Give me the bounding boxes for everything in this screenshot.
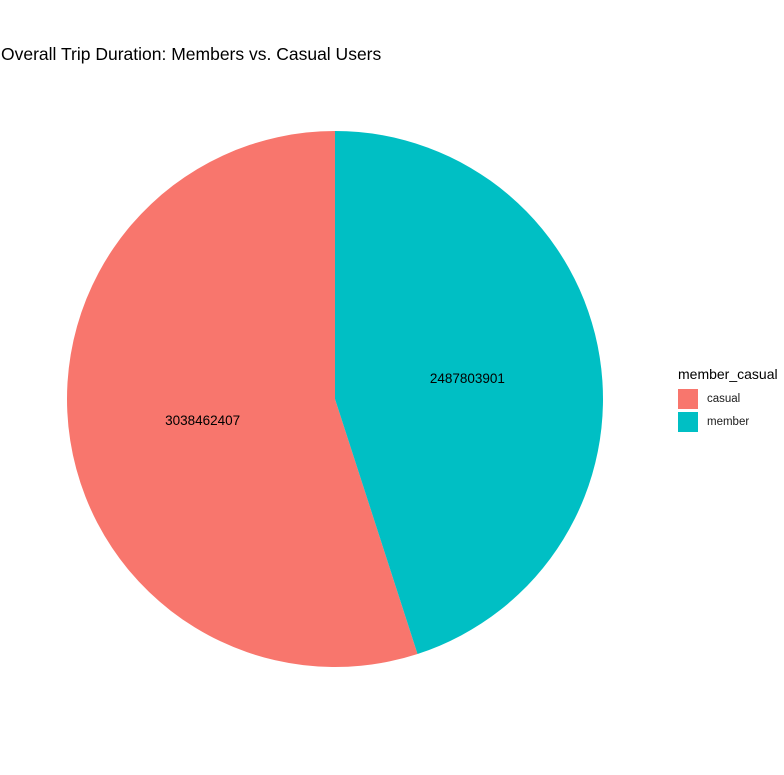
legend-key-member [678, 411, 698, 432]
chart-title: Overall Trip Duration: Members vs. Casua… [1, 44, 382, 64]
legend-items: casual member [678, 387, 784, 433]
legend-key-casual [678, 388, 698, 409]
slice-label-member: 2487803901 [430, 371, 505, 386]
pie-slice-member [335, 131, 603, 654]
pie-slices [66, 131, 603, 668]
legend-item-member: member [678, 410, 784, 433]
legend-label-casual: casual [707, 392, 741, 405]
pie-slice-casual [66, 131, 418, 668]
legend: member_casual casual member [678, 366, 784, 433]
legend-title: member_casual [678, 366, 778, 382]
legend-item-casual: casual [678, 387, 784, 410]
slice-label-casual: 3038462407 [165, 413, 240, 428]
pie-slice-labels: 3038462407 2487803901 [165, 371, 505, 428]
legend-label-member: member [707, 415, 750, 428]
